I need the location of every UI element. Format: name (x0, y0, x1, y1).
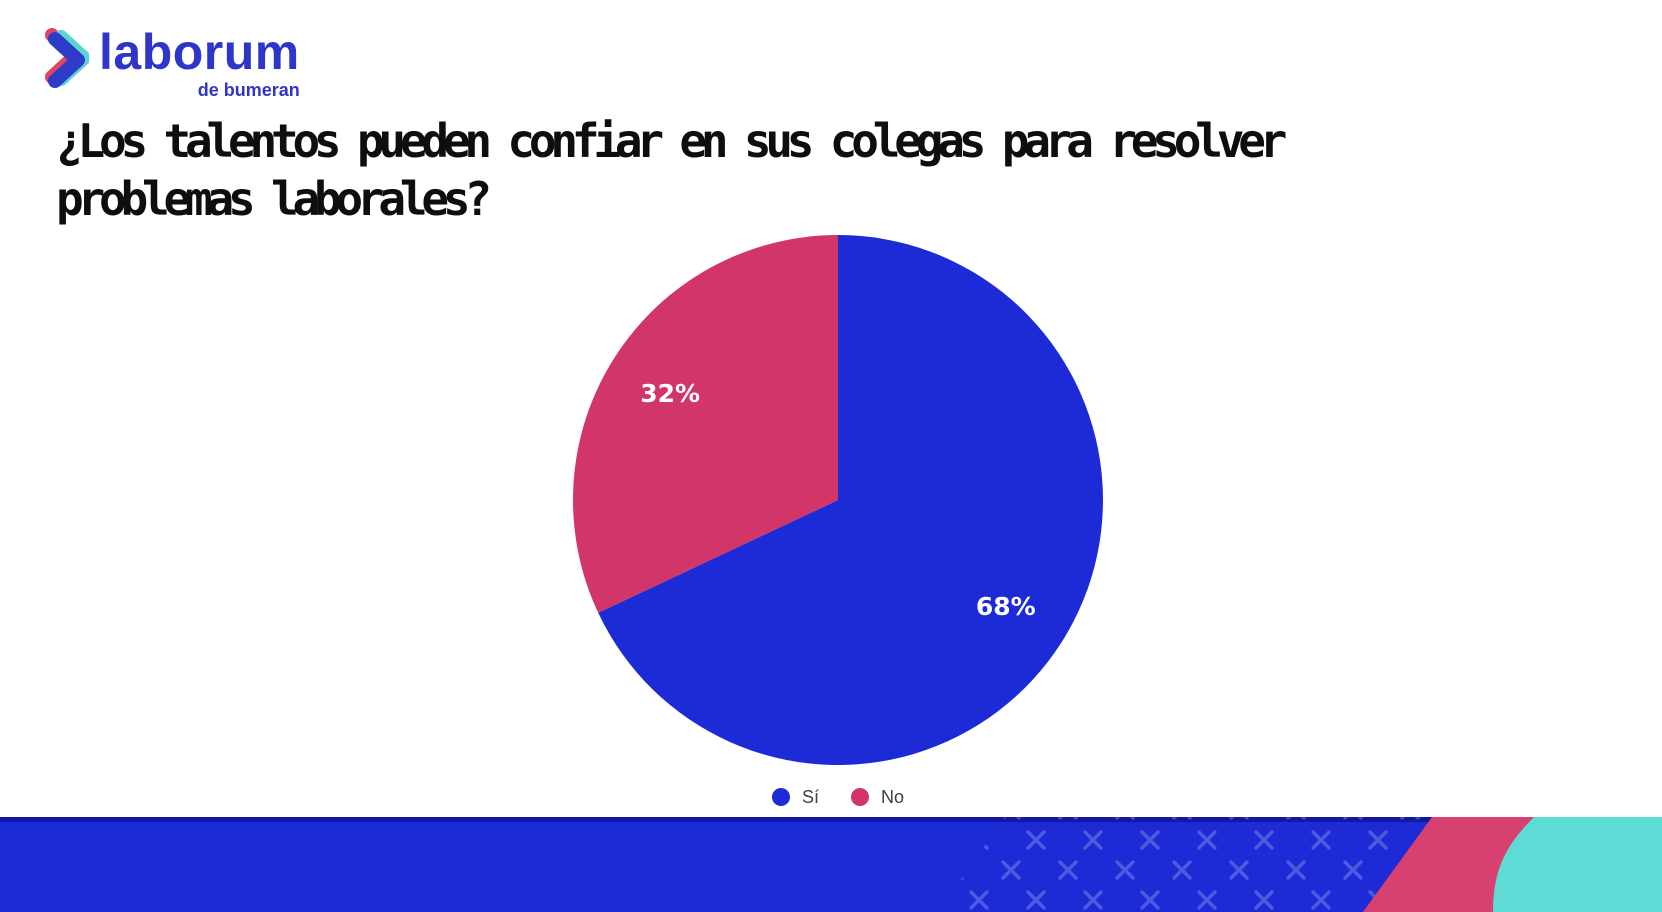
title-line-1: ¿Los talentos pueden confiar en sus cole… (56, 114, 1287, 168)
brand-name: laborum (99, 24, 300, 80)
legend-label: Sí (801, 787, 819, 807)
title-line-2: problemas laborales? (56, 172, 492, 226)
chart-legend: Sí No (558, 788, 1118, 806)
laborum-chevron-icon (45, 28, 89, 88)
legend-item-no: No (851, 788, 904, 806)
pie-data-label: 68% (976, 592, 1036, 621)
chevron-blue-layer (48, 32, 85, 88)
brand-subtitle: de bumeran (197, 80, 300, 100)
footer-band (0, 817, 1662, 912)
pie-slice-no (572, 234, 838, 613)
footer-x-pattern (938, 817, 1455, 912)
legend-swatch (771, 788, 790, 806)
footer-teal-corner (1493, 817, 1662, 912)
legend-label: No (881, 787, 905, 807)
footer-top-line (0, 817, 1462, 822)
pie-chart-svg: 68% 32% (572, 234, 1103, 765)
legend-swatch (851, 788, 869, 806)
legend-item-sí: Sí (771, 787, 819, 807)
pie-data-label: 32% (640, 379, 700, 408)
page-title: ¿Los talentos pueden confiar en sus cole… (56, 112, 1287, 228)
logo: laborum de bumeran (43, 24, 300, 100)
pie-chart: 68% 32% (558, 220, 1118, 780)
brand-text: laborum de bumeran (99, 24, 300, 100)
pie-slice-sí (598, 235, 1103, 765)
